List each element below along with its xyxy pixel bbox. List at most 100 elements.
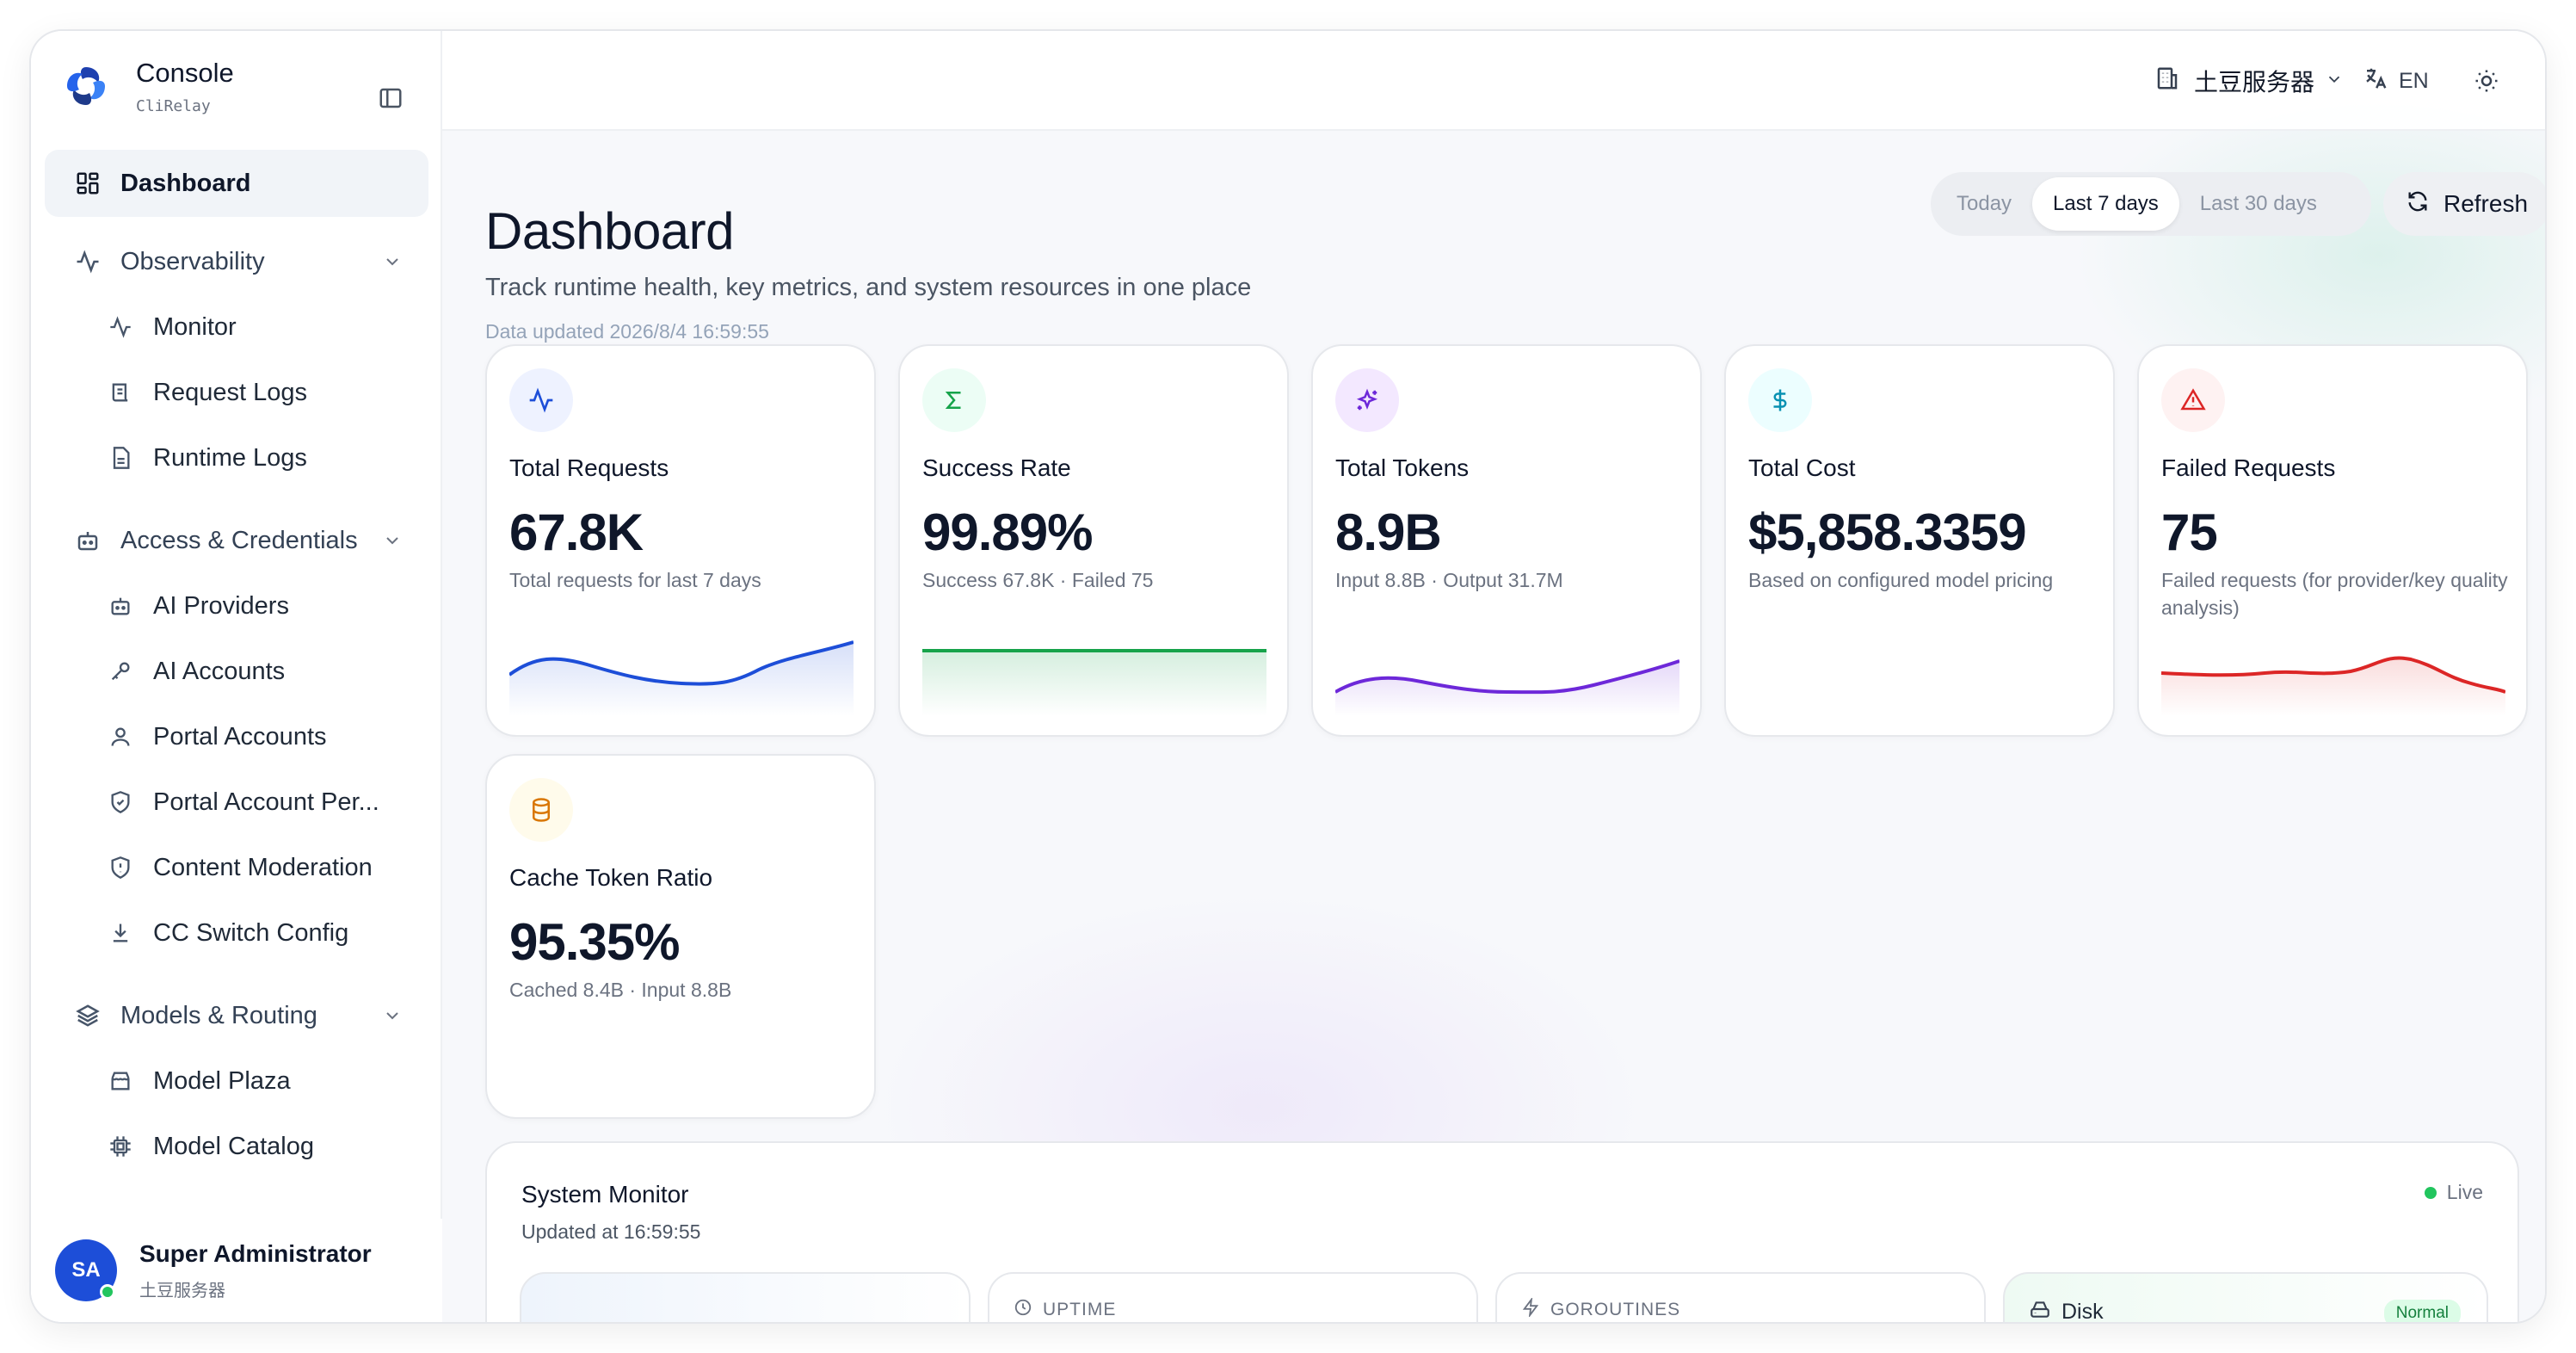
sidebar-item-label: Runtime Logs <box>153 443 307 472</box>
theme-toggle-button[interactable] <box>2469 64 2504 98</box>
tile-label: UPTIME <box>1043 1300 1117 1319</box>
sparkline <box>509 640 854 716</box>
stat-card-total-tokens: Total Tokens 8.9B Input 8.8B · Output 31… <box>1311 344 1702 737</box>
pulse-icon <box>72 246 103 277</box>
page-title: Dashboard <box>485 202 735 260</box>
online-status-dot <box>100 1284 115 1300</box>
live-dot <box>2424 1186 2437 1199</box>
sidebar-group-models-routing[interactable]: Models & Routing <box>45 983 428 1048</box>
sidebar-item-label: AI Providers <box>153 591 289 620</box>
card-description: Based on configured model pricing <box>1748 569 2054 591</box>
sidebar-item-monitor[interactable]: Monitor <box>45 294 428 360</box>
chevron-down-icon <box>379 248 406 275</box>
server-name: 土豆服务器 <box>2194 69 2315 96</box>
system-monitor-title: System Monitor <box>521 1181 689 1208</box>
sidebar-item-dashboard[interactable]: Dashboard <box>45 150 428 217</box>
sidebar-item-label: Model Catalog <box>153 1132 314 1160</box>
card-label: Total Cost <box>1748 454 1856 481</box>
sidebar-item-label: Portal Account Per... <box>153 788 379 816</box>
avatar-initials: SA <box>71 1258 101 1282</box>
sidebar-toggle-icon <box>379 88 402 108</box>
stat-card-success-rate: Success Rate 99.89% Success 67.8K · Fail… <box>898 344 1289 737</box>
range-option-today[interactable]: Today <box>1957 192 2012 215</box>
system-monitor-panel: System Monitor Updated at 16:59:55 Live … <box>485 1141 2519 1322</box>
refresh-label: Refresh <box>2443 190 2529 217</box>
card-description: Success 67.8K · Failed 75 <box>922 569 1154 591</box>
card-icon-wrap <box>1335 368 1399 432</box>
user-name: Super Administrator <box>139 1239 372 1267</box>
file-text-icon <box>105 442 136 473</box>
sparkline <box>2161 656 2505 716</box>
app-subtitle: CliRelay <box>136 96 211 115</box>
card-label: Total Tokens <box>1335 454 1470 481</box>
refresh-icon <box>2406 189 2430 219</box>
avatar: SA <box>55 1239 117 1301</box>
app-window: Console CliRelay Dashboard Observability… <box>31 31 2545 1322</box>
tile-label: GOROUTINES <box>1550 1300 1681 1319</box>
range-option-last-30-days[interactable]: Last 30 days <box>2199 192 2317 215</box>
server-selector[interactable]: 土豆服务器 <box>2154 62 2344 100</box>
card-description: Cached 8.4B · Input 8.8B <box>509 979 732 1001</box>
language-code: EN <box>2399 68 2429 93</box>
sidebar-item-runtime-logs[interactable]: Runtime Logs <box>45 425 428 491</box>
sidebar-item-portal-account-permissions[interactable]: Portal Account Per... <box>45 769 428 835</box>
sidebar-item-model-plaza[interactable]: Model Plaza <box>45 1048 428 1114</box>
sidebar-nav: Dashboard Observability Monitor Request … <box>45 150 428 1179</box>
sidebar-item-ai-accounts[interactable]: AI Accounts <box>45 639 428 704</box>
sidebar-group-observability[interactable]: Observability <box>45 229 428 294</box>
alert-triangle-icon <box>2180 388 2206 411</box>
refresh-button[interactable]: Refresh <box>2383 172 2545 236</box>
zap-icon <box>1521 1296 1540 1322</box>
card-value: 99.89% <box>922 504 1093 561</box>
system-tile-uptime: UPTIME <box>988 1272 1478 1322</box>
time-range-selector: Today Last 7 days Last 30 days <box>1931 172 2371 236</box>
user-profile[interactable]: SA Super Administrator 土豆服务器 <box>31 1219 442 1322</box>
sidebar-item-label: Models & Routing <box>120 1001 317 1029</box>
bot-icon <box>72 525 103 556</box>
sparkline <box>1335 659 1679 716</box>
shield-alert-icon <box>105 852 136 883</box>
system-monitor-updated: Updated at 16:59:55 <box>521 1220 701 1243</box>
scroll-text-icon <box>105 377 136 408</box>
card-label: Cache Token Ratio <box>509 864 713 891</box>
card-description: Failed requests (for provider/key qualit… <box>2161 569 2508 619</box>
language-switcher[interactable]: EN <box>2363 62 2429 100</box>
shield-check-icon <box>105 787 136 818</box>
card-label: Failed Requests <box>2161 454 2336 481</box>
sidebar-item-ai-providers[interactable]: AI Providers <box>45 573 428 639</box>
card-value: 67.8K <box>509 504 644 561</box>
range-option-last-7-days[interactable]: Last 7 days <box>2032 177 2179 231</box>
system-tile-disk: Disk Normal <box>2003 1272 2488 1322</box>
sidebar-group-access-credentials[interactable]: Access & Credentials <box>45 508 428 573</box>
sidebar-item-label: Request Logs <box>153 378 307 406</box>
sidebar-item-label: Observability <box>120 247 265 275</box>
tile-label: Disk <box>2061 1300 2104 1322</box>
cpu-icon <box>105 1131 136 1162</box>
card-icon-wrap <box>1748 368 1812 432</box>
system-tile-goroutines: GOROUTINES <box>1495 1272 1986 1322</box>
logo-icon <box>67 67 105 105</box>
sidebar-item-content-moderation[interactable]: Content Moderation <box>45 835 428 900</box>
sidebar-item-label: Portal Accounts <box>153 722 327 751</box>
sidebar-item-portal-accounts[interactable]: Portal Accounts <box>45 704 428 769</box>
database-icon <box>533 798 550 822</box>
sidebar-item-cc-switch-config[interactable]: CC Switch Config <box>45 900 428 966</box>
stat-card-total-cost: Total Cost $5,858.3359 Based on configur… <box>1724 344 2115 737</box>
sparkline <box>922 649 1266 716</box>
download-icon <box>105 917 136 948</box>
system-tile-cpu <box>520 1272 971 1322</box>
sigma-icon <box>945 392 961 409</box>
sidebar-item-request-logs[interactable]: Request Logs <box>45 360 428 425</box>
live-label: Live <box>2446 1181 2483 1203</box>
chevron-down-icon <box>379 1002 406 1029</box>
sidebar-item-label: Access & Credentials <box>120 526 358 554</box>
sidebar-item-model-catalog[interactable]: Model Catalog <box>45 1114 428 1179</box>
dollar-icon <box>1773 389 1787 411</box>
translate-icon <box>2363 65 2388 97</box>
sidebar-toggle-button[interactable] <box>373 81 408 115</box>
topbar: 土豆服务器 EN <box>442 31 2545 131</box>
sidebar-item-label: Dashboard <box>120 169 251 197</box>
brand[interactable]: Console CliRelay <box>60 52 234 120</box>
page-subtitle: Track runtime health, key metrics, and s… <box>485 274 1252 301</box>
card-description: Total requests for last 7 days <box>509 569 761 591</box>
